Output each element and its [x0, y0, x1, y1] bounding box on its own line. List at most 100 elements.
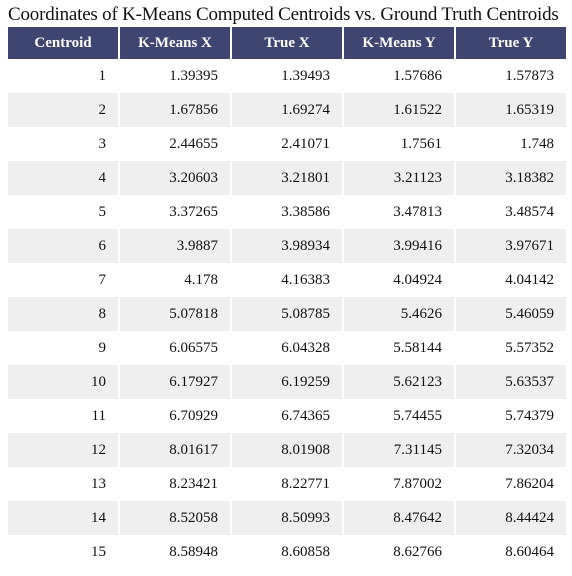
coordinate-cell: 3.97671	[456, 229, 566, 263]
column-header: True Y	[456, 27, 566, 59]
data-table: Centroid K-Means X True X K-Means Y True Y 1…	[6, 27, 568, 569]
coordinate-cell: 6.04328	[281, 339, 330, 356]
coordinate-cell: 5.07818	[120, 297, 230, 331]
coordinate-cell: 1.57873	[505, 67, 554, 84]
coordinate-cell: 5.46059	[456, 297, 566, 331]
coordinate-cell: 3.48574	[505, 203, 554, 220]
centroid-id: 12	[8, 433, 118, 467]
coordinate-cell: 5.08785	[232, 297, 342, 331]
coordinate-cell: 8.60858	[281, 543, 330, 560]
table-row: 12 8.01617 8.01908 7.31145 7.32034	[8, 433, 566, 467]
coordinate-cell: 6.19259	[232, 365, 342, 399]
coordinate-cell: 5.63537	[456, 365, 566, 399]
coordinate-cell: 3.21123	[344, 161, 454, 195]
column-header: True X	[232, 27, 342, 59]
coordinate-cell: 3.37265	[169, 203, 218, 220]
coordinate-cell: 8.44424	[456, 501, 566, 535]
table-row: 5 3.37265 3.38586 3.47813 3.48574	[8, 195, 566, 229]
centroid-id: 3	[98, 135, 107, 152]
centroid-id: 11	[91, 407, 106, 424]
coordinate-cell: 7.32034	[456, 433, 566, 467]
coordinate-cell: 4.16383	[281, 271, 330, 288]
coordinate-cell: 4.04924	[393, 271, 442, 288]
coordinate-cell: 8.50993	[232, 501, 342, 535]
coordinate-cell: 8.23421	[169, 475, 218, 492]
coordinate-cell: 3.47813	[393, 203, 442, 220]
coordinate-cell: 1.61522	[344, 93, 454, 127]
centroid-id: 7	[98, 271, 107, 288]
coordinate-cell: 5.4626	[344, 297, 454, 331]
centroid-id: 6	[8, 229, 118, 263]
coordinate-cell: 5.74379	[505, 407, 554, 424]
table-row: 9 6.06575 6.04328 5.58144 5.57352	[8, 331, 566, 365]
coordinate-cell: 1.7561	[400, 135, 442, 152]
coordinate-cell: 4.04142	[505, 271, 554, 288]
table-row: 8 5.07818 5.08785 5.4626 5.46059	[8, 297, 566, 331]
table-title: Coordinates of K-Means Computed Centroid…	[8, 4, 559, 25]
column-header: Centroid	[8, 27, 118, 59]
coordinate-cell: 8.58948	[169, 543, 218, 560]
coordinate-cell: 5.57352	[505, 339, 554, 356]
coordinate-cell: 8.52058	[120, 501, 230, 535]
coordinate-cell: 1.65319	[456, 93, 566, 127]
coordinate-cell: 8.01908	[232, 433, 342, 467]
coordinate-cell: 8.62766	[393, 543, 442, 560]
centroid-id: 9	[98, 339, 107, 356]
table-body: 1 1.39395 1.39493 1.57686 1.57873 2 1.67856 1.6…	[8, 59, 566, 569]
coordinate-cell: 3.98934	[232, 229, 342, 263]
coordinate-cell: 2.44655	[169, 135, 218, 152]
coordinate-cell: 6.70929	[169, 407, 218, 424]
coordinate-cell: 7.31145	[344, 433, 454, 467]
coordinate-cell: 3.38586	[281, 203, 330, 220]
centroid-id: 10	[8, 365, 118, 399]
table-row: 4 3.20603 3.21801 3.21123 3.18382	[8, 161, 566, 195]
table-row: 7 4.178 4.16383 4.04924 4.04142	[8, 263, 566, 297]
coordinate-cell: 3.18382	[456, 161, 566, 195]
coordinate-cell: 8.01617	[120, 433, 230, 467]
coordinate-cell: 3.21801	[232, 161, 342, 195]
centroid-id: 2	[8, 93, 118, 127]
coordinate-cell: 4.178	[184, 271, 218, 288]
coordinate-cell: 1.69274	[232, 93, 342, 127]
header-row: Centroid K-Means X True X K-Means Y True Y	[8, 27, 566, 59]
coordinate-cell: 3.20603	[120, 161, 230, 195]
coordinate-cell: 5.62123	[344, 365, 454, 399]
coordinate-cell: 5.58144	[393, 339, 442, 356]
centroid-id: 1	[98, 67, 107, 84]
coordinate-cell: 2.41071	[281, 135, 330, 152]
coordinate-cell: 6.17927	[120, 365, 230, 399]
coordinate-cell: 6.74365	[281, 407, 330, 424]
table-row: 6 3.9887 3.98934 3.99416 3.97671	[8, 229, 566, 263]
centroid-id: 8	[8, 297, 118, 331]
coordinate-cell: 3.9887	[120, 229, 230, 263]
table-row: 15 8.58948 8.60858 8.62766 8.60464	[8, 535, 566, 569]
coordinate-cell: 8.47642	[344, 501, 454, 535]
centroid-id: 13	[91, 475, 106, 492]
centroid-id: 4	[8, 161, 118, 195]
coordinate-cell: 1.39395	[169, 67, 218, 84]
coordinate-cell: 6.06575	[169, 339, 218, 356]
column-header: K-Means X	[120, 27, 230, 59]
table-row: 13 8.23421 8.22771 7.87002 7.86204	[8, 467, 566, 501]
coordinate-cell: 1.67856	[120, 93, 230, 127]
column-header: K-Means Y	[344, 27, 454, 59]
table-row: 3 2.44655 2.41071 1.7561 1.748	[8, 127, 566, 161]
centroid-id: 14	[8, 501, 118, 535]
centroid-id: 15	[91, 543, 106, 560]
coordinate-cell: 7.87002	[393, 475, 442, 492]
coordinate-cell: 3.99416	[344, 229, 454, 263]
coordinate-cell: 1.748	[520, 135, 554, 152]
coordinate-cell: 1.57686	[393, 67, 442, 84]
coordinate-cell: 7.86204	[505, 475, 554, 492]
table-row: 11 6.70929 6.74365 5.74455 5.74379	[8, 399, 566, 433]
table-row: 10 6.17927 6.19259 5.62123 5.63537	[8, 365, 566, 399]
centroid-id: 5	[98, 203, 107, 220]
coordinate-cell: 8.22771	[281, 475, 330, 492]
table-row: 14 8.52058 8.50993 8.47642 8.44424	[8, 501, 566, 535]
coordinate-cell: 5.74455	[393, 407, 442, 424]
coordinate-cell: 1.39493	[281, 67, 330, 84]
coordinate-cell: 8.60464	[505, 543, 554, 560]
table-row: 1 1.39395 1.39493 1.57686 1.57873	[8, 59, 566, 93]
table-row: 2 1.67856 1.69274 1.61522 1.65319	[8, 93, 566, 127]
